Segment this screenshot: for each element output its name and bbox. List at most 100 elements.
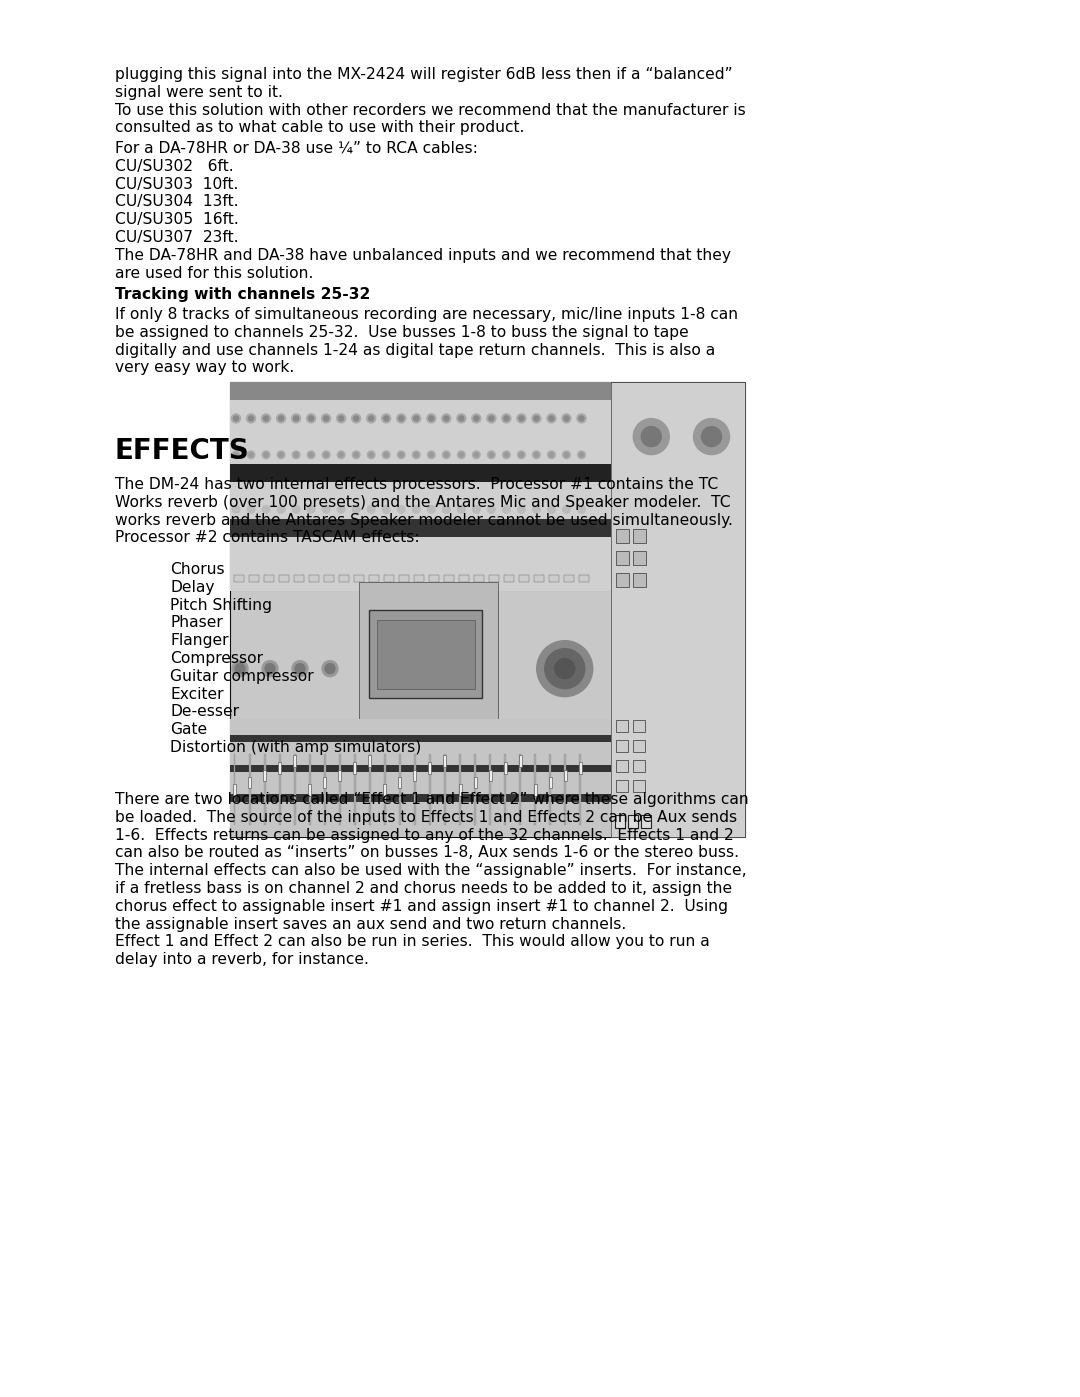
Bar <box>249 574 258 583</box>
Bar <box>535 574 544 583</box>
Text: be loaded.  The source of the inputs to Effects 1 and Effects 2 can be Aux sends: be loaded. The source of the inputs to E… <box>114 810 738 824</box>
Bar <box>616 719 629 732</box>
Bar <box>249 754 251 826</box>
Circle shape <box>578 506 585 513</box>
Circle shape <box>428 451 435 458</box>
Bar <box>549 777 552 788</box>
Circle shape <box>324 416 328 420</box>
Bar <box>550 754 551 826</box>
Text: be assigned to channels 25-32.  Use busses 1-8 to buss the signal to tape: be assigned to channels 25-32. Use busse… <box>114 324 689 339</box>
Circle shape <box>474 453 478 457</box>
Circle shape <box>293 506 300 513</box>
Circle shape <box>293 451 300 458</box>
Circle shape <box>400 453 403 457</box>
Bar <box>519 754 521 826</box>
Bar <box>230 518 611 536</box>
Circle shape <box>308 506 315 513</box>
Circle shape <box>413 506 420 513</box>
Circle shape <box>415 453 418 457</box>
Bar <box>230 381 611 591</box>
Text: Phaser: Phaser <box>170 616 222 630</box>
Bar <box>309 574 319 583</box>
Circle shape <box>517 506 525 513</box>
Circle shape <box>518 416 524 420</box>
Circle shape <box>234 453 238 457</box>
Text: EFFECTS: EFFECTS <box>114 437 249 465</box>
Bar <box>279 763 281 774</box>
Text: Compressor: Compressor <box>170 651 264 666</box>
Circle shape <box>633 419 670 454</box>
Circle shape <box>459 416 463 420</box>
Circle shape <box>249 453 253 457</box>
Bar <box>633 550 646 564</box>
Circle shape <box>548 451 555 458</box>
Circle shape <box>261 414 271 423</box>
Circle shape <box>532 506 540 513</box>
Circle shape <box>429 416 434 420</box>
Text: Distortion (with amp simulators): Distortion (with amp simulators) <box>170 740 421 754</box>
Text: are used for this solution.: are used for this solution. <box>114 265 313 281</box>
Text: If only 8 tracks of simultaneous recording are necessary, mic/line inputs 1-8 ca: If only 8 tracks of simultaneous recordi… <box>114 307 738 321</box>
Bar <box>519 574 529 583</box>
Text: To use this solution with other recorders we recommend that the manufacturer is: To use this solution with other recorder… <box>114 102 746 117</box>
Bar <box>279 574 288 583</box>
Text: can also be routed as “inserts” on busses 1-8, Aux sends 1-6 or the stereo buss.: can also be routed as “inserts” on busse… <box>114 845 739 861</box>
Circle shape <box>502 451 510 458</box>
Circle shape <box>532 451 540 458</box>
Circle shape <box>262 451 270 458</box>
Circle shape <box>383 416 389 420</box>
Bar <box>294 574 303 583</box>
Circle shape <box>248 416 254 420</box>
Circle shape <box>276 414 285 423</box>
Circle shape <box>352 506 360 513</box>
Circle shape <box>232 506 240 513</box>
Text: digitally and use channels 1-24 as digital tape return channels.  This is also a: digitally and use channels 1-24 as digit… <box>114 342 715 358</box>
Bar <box>488 770 491 781</box>
Bar <box>616 760 629 771</box>
Bar <box>444 756 446 767</box>
Circle shape <box>578 451 585 458</box>
Circle shape <box>458 451 465 458</box>
Circle shape <box>502 414 511 423</box>
Bar <box>230 381 745 837</box>
Bar <box>504 754 505 826</box>
Bar <box>474 574 484 583</box>
Bar <box>230 795 611 802</box>
Circle shape <box>264 416 269 420</box>
Text: Works reverb (over 100 presets) and the Antares Mic and Speaker modeler.  TC: Works reverb (over 100 presets) and the … <box>114 495 731 510</box>
Bar <box>504 574 514 583</box>
Circle shape <box>504 416 509 420</box>
Circle shape <box>487 506 495 513</box>
Circle shape <box>550 453 553 457</box>
Bar <box>444 754 446 826</box>
Circle shape <box>246 414 256 423</box>
Text: very easy way to work.: very easy way to work. <box>114 360 294 376</box>
Bar <box>633 573 646 587</box>
Text: For a DA-78HR or DA-38 use ¼” to RCA cables:: For a DA-78HR or DA-38 use ¼” to RCA cab… <box>114 141 477 156</box>
Circle shape <box>443 451 450 458</box>
Circle shape <box>458 506 465 513</box>
Circle shape <box>693 419 729 454</box>
Bar <box>633 528 646 543</box>
Text: signal were sent to it.: signal were sent to it. <box>114 85 283 99</box>
Text: CU/SU305  16ft.: CU/SU305 16ft. <box>114 212 239 228</box>
Circle shape <box>549 416 554 420</box>
Circle shape <box>295 664 305 673</box>
Bar <box>234 574 243 583</box>
Bar <box>565 754 566 826</box>
Circle shape <box>322 661 338 676</box>
Circle shape <box>504 453 509 457</box>
Circle shape <box>247 451 255 458</box>
Bar <box>616 780 629 792</box>
Text: consulted as to what cable to use with their product.: consulted as to what cable to use with t… <box>114 120 525 136</box>
Circle shape <box>444 416 449 420</box>
Bar <box>384 574 394 583</box>
Circle shape <box>278 506 285 513</box>
Bar <box>580 574 589 583</box>
Bar <box>459 754 461 826</box>
Circle shape <box>233 416 239 420</box>
Bar <box>473 777 476 788</box>
Bar <box>323 777 326 788</box>
Bar <box>230 718 611 837</box>
Circle shape <box>322 506 329 513</box>
